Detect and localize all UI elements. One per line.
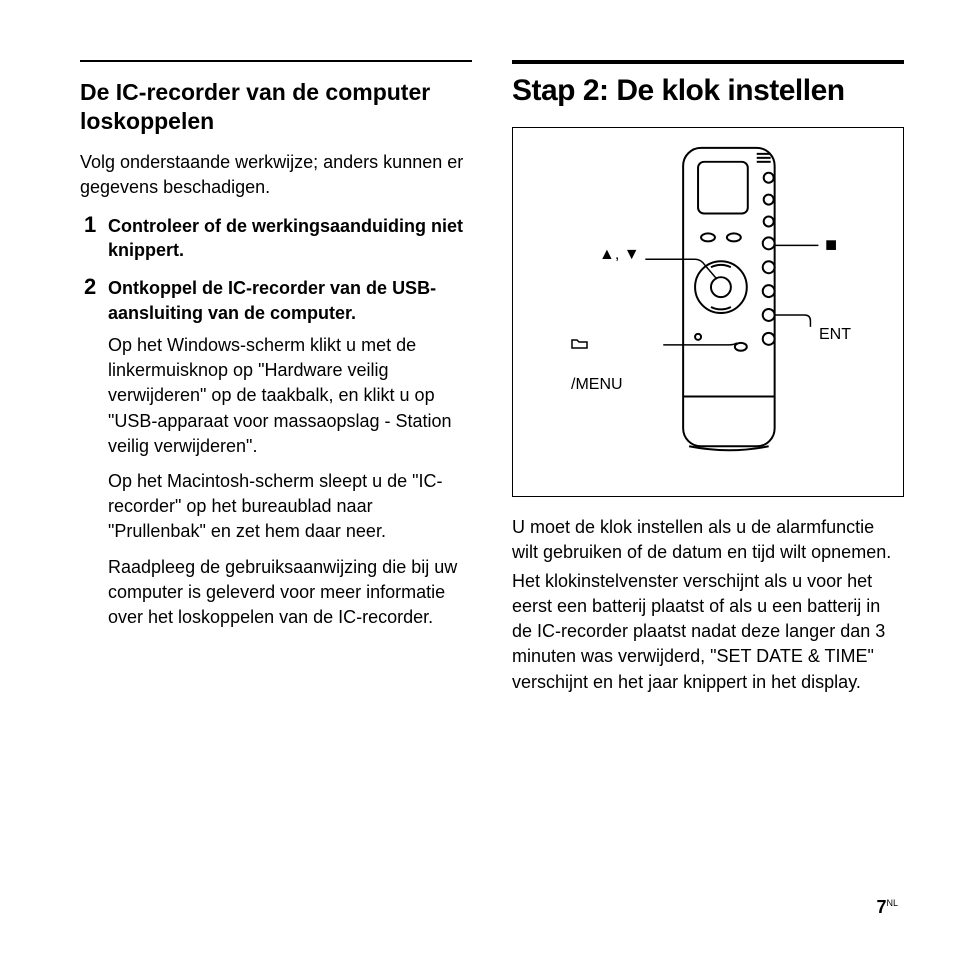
step-2-para-3: Raadpleeg de gebruiksaanwijzing die bij …	[108, 555, 472, 631]
left-intro: Volg onderstaande werkwijze; anders kunn…	[80, 150, 472, 200]
right-column: Stap 2: De klok instellen	[512, 60, 904, 709]
step-2: Ontkoppel de IC-recorder van de USB-aans…	[84, 276, 472, 630]
step-rule	[512, 60, 904, 64]
page-number-value: 7	[876, 897, 886, 917]
right-para-1: U moet de klok instellen als u de alarmf…	[512, 515, 904, 565]
section-rule	[80, 60, 472, 62]
step-1-title: Controleer of de werkingsaanduiding niet…	[108, 214, 472, 263]
left-column: De IC-recorder van de computer loskoppel…	[80, 60, 472, 709]
right-heading: Stap 2: De klok instellen	[512, 74, 904, 109]
step-2-title: Ontkoppel de IC-recorder van de USB-aans…	[108, 276, 472, 325]
label-menu-wrap: /MENU	[571, 336, 623, 394]
step-list: Controleer of de werkingsaanduiding niet…	[80, 214, 472, 630]
step-2-para-2: Op het Macintosh-scherm sleept u de "IC-…	[108, 469, 472, 545]
label-ent: ENT	[819, 326, 851, 344]
device-figure: ▲, ▼ /MENU ■ ENT	[512, 127, 904, 497]
page-lang: NL	[886, 898, 898, 908]
device-illustration	[513, 128, 903, 496]
step-2-para-1: Op het Windows-scherm klikt u met de lin…	[108, 333, 472, 459]
left-heading: De IC-recorder van de computer loskoppel…	[80, 78, 472, 136]
label-menu: /MENU	[571, 376, 623, 393]
manual-page: De IC-recorder van de computer loskoppel…	[0, 0, 954, 749]
step-1: Controleer of de werkingsaanduiding niet…	[84, 214, 472, 263]
label-arrows: ▲, ▼	[599, 246, 640, 264]
right-para-2: Het klokinstelvenster verschijnt als u v…	[512, 569, 904, 695]
folder-icon	[571, 336, 623, 376]
label-stop: ■	[825, 234, 837, 257]
page-number: 7NL	[876, 897, 898, 918]
